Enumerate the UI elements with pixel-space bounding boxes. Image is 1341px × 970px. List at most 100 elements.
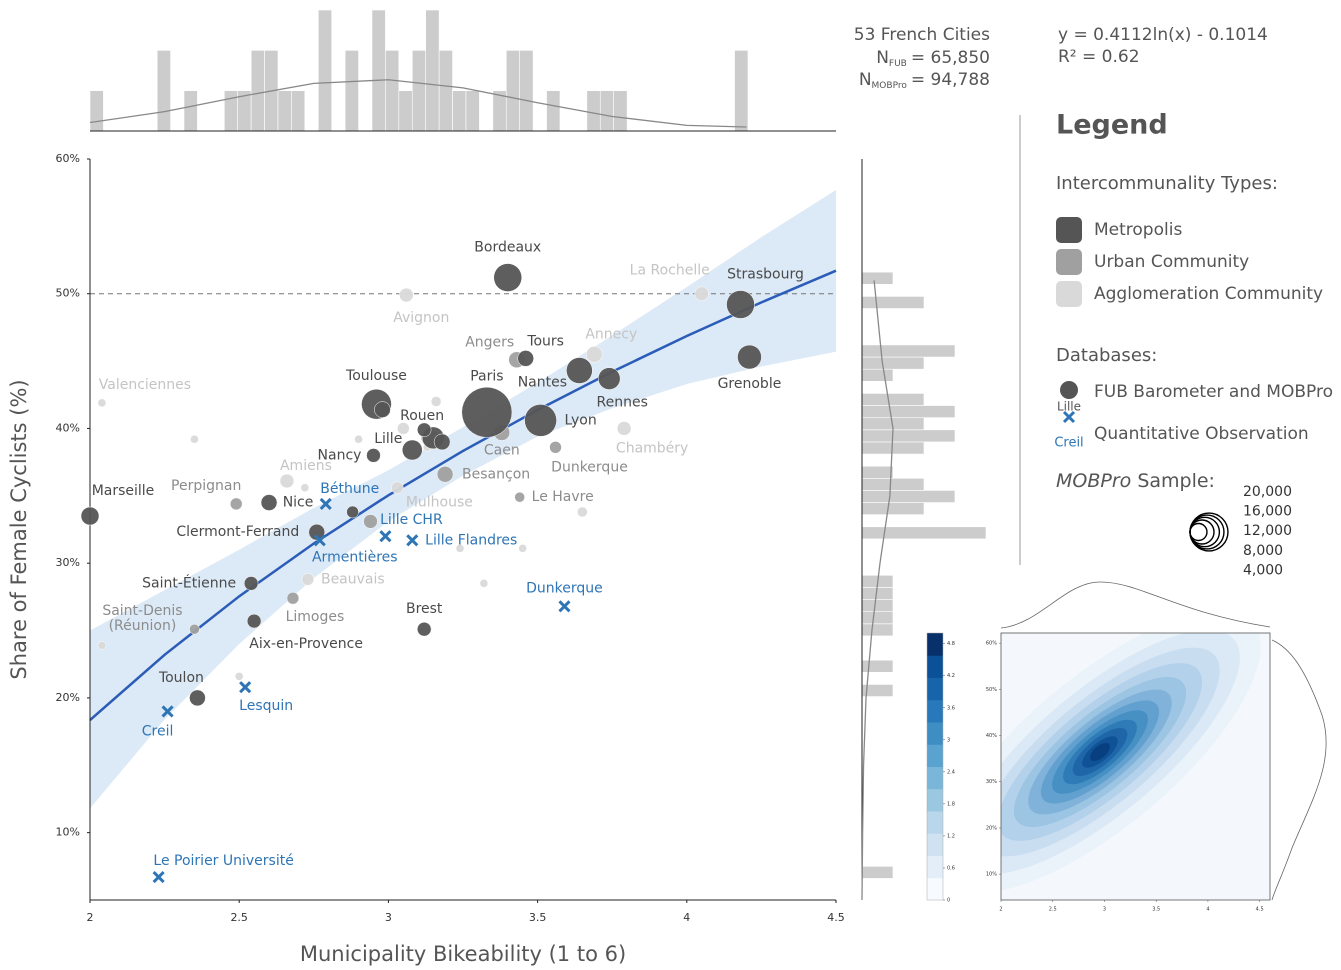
- size-legend-label: 16,000: [1243, 504, 1292, 520]
- confidence-band: [90, 189, 836, 809]
- point-label: Besançon: [462, 466, 530, 482]
- colorbar-band: [927, 655, 943, 678]
- point: [694, 286, 709, 301]
- label-line: Saint-Denis: [102, 603, 182, 619]
- histogram-bar: [861, 502, 925, 515]
- colorbar-tick-label: 1.8: [947, 801, 955, 807]
- colorbar-band: [927, 766, 943, 790]
- point: [190, 434, 199, 444]
- point: [229, 497, 243, 511]
- inset-x-tick-label: 4.5: [1256, 907, 1264, 913]
- histogram-bar: [344, 50, 359, 132]
- legend-swatch: [1056, 249, 1082, 275]
- histogram-bar: [371, 9, 386, 132]
- legend-swatch: [1056, 217, 1082, 243]
- histogram-bar: [861, 478, 925, 491]
- point: [97, 641, 107, 650]
- histogram-bar: [861, 526, 987, 540]
- colorbar-band: [927, 633, 943, 656]
- equation: y = 0.4112ln(x) - 0.1014: [1058, 25, 1268, 45]
- x-tick-label: 4.5: [827, 911, 845, 924]
- histogram-bar: [452, 90, 467, 132]
- legend-text: Sample:: [1131, 470, 1215, 492]
- y-tick-label: 20%: [56, 691, 80, 704]
- label-line: (Réunion): [109, 618, 177, 634]
- x-tick-label: 3.5: [529, 911, 547, 924]
- legend-example: Lille: [1057, 400, 1081, 414]
- y-axis-title: Share of Female Cyclists (%): [7, 379, 31, 679]
- legend-label: Quantitative Observation: [1094, 424, 1309, 444]
- histogram-bar: [425, 9, 440, 132]
- x-tick-label: 2: [87, 911, 94, 924]
- point: [279, 473, 295, 489]
- point: [737, 344, 762, 370]
- histogram-bar: [861, 393, 925, 406]
- inset-y-tick-label: 60%: [986, 641, 997, 647]
- stats-value: = 65,850: [911, 48, 990, 68]
- point-label: Le Poirier Université: [153, 853, 293, 869]
- histogram-bar: [861, 405, 956, 418]
- point-label: Rennes: [597, 395, 648, 411]
- point: [726, 290, 755, 319]
- x-axis-title: Municipality Bikeability (1 to 6): [300, 942, 626, 966]
- histogram-bar: [599, 90, 614, 132]
- point: [308, 523, 326, 541]
- colorbar: 0 0.6 1.2 1.8 2.4 3 3.6 4.2 4.8: [926, 632, 955, 904]
- point-label: Mulhouse: [406, 495, 473, 511]
- point: [401, 439, 423, 461]
- point: [374, 401, 391, 418]
- point: [391, 481, 404, 494]
- kde-line: [861, 280, 894, 901]
- size-legend-label: 8,000: [1243, 543, 1283, 559]
- histogram-bar: [398, 90, 413, 132]
- colorbar-band: [927, 788, 943, 812]
- histogram-bar: [291, 90, 306, 132]
- histogram-bar: [519, 50, 534, 132]
- y-tick-label: 40%: [56, 421, 80, 434]
- point: [366, 448, 381, 463]
- point: [246, 613, 262, 629]
- y-tick-label: 60%: [56, 152, 80, 165]
- contours: [1001, 633, 1261, 893]
- inset-y-tick-label: 30%: [986, 779, 997, 785]
- point-label: Nice: [283, 495, 314, 511]
- point-label: Annecy: [585, 326, 637, 342]
- point-label: Dunkerque: [526, 580, 603, 596]
- size-legend-label: 20,000: [1243, 484, 1292, 500]
- histogram-bar: [317, 9, 333, 132]
- legend-italic: MOBPro: [1056, 470, 1131, 492]
- colorbar-tick-label: 3: [947, 737, 950, 743]
- point: [597, 367, 621, 390]
- histogram-bar: [861, 490, 956, 503]
- x-tick-label: 3: [385, 911, 392, 924]
- histogram-bar: [734, 50, 749, 132]
- point-label: Grenoble: [718, 376, 782, 392]
- point: [430, 396, 442, 407]
- colorbar-tick-label: 4.8: [947, 641, 955, 647]
- contour: [1090, 743, 1110, 761]
- inset-x-tick-label: 4: [1206, 907, 1209, 913]
- point: [566, 357, 593, 384]
- inset-y-tick-label: 20%: [986, 825, 997, 831]
- stats-symbol: N: [859, 70, 872, 90]
- stats-n-mobpro: NMOBPro = 94,788: [859, 70, 990, 91]
- inset-frame: [1000, 632, 1271, 901]
- size-legend-circle: [1189, 522, 1208, 542]
- histogram-bar: [385, 50, 400, 132]
- point-label: Aix-en-Provence: [249, 636, 363, 652]
- stats-subscript: MOBPro: [872, 81, 908, 91]
- point: [433, 433, 451, 451]
- point-label: Avignon: [393, 310, 449, 326]
- point: [524, 404, 557, 437]
- histogram-bar: [250, 50, 265, 132]
- stats-subscript: FUB: [889, 59, 907, 69]
- histogram-bar: [438, 50, 453, 132]
- histogram-bar: [861, 441, 925, 455]
- legend-label: Metropolis: [1094, 220, 1182, 240]
- point-label: Bordeaux: [474, 240, 541, 256]
- point-label: Strasbourg: [727, 267, 804, 283]
- point-label: Amiens: [280, 458, 332, 474]
- point: [416, 621, 432, 637]
- histogram-bar: [505, 50, 520, 132]
